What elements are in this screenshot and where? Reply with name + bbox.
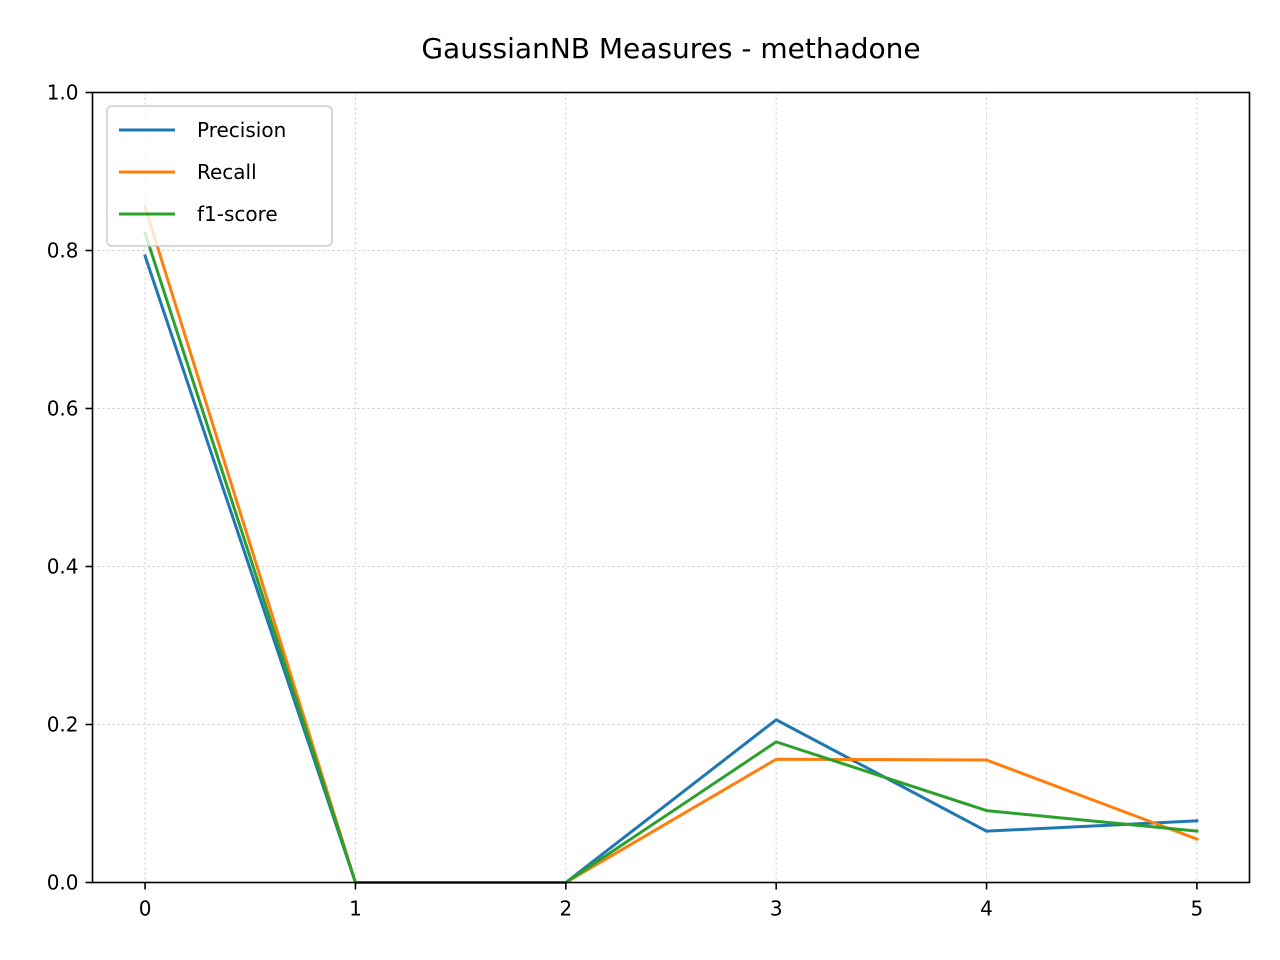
series-line-f1-score	[143, 231, 1199, 884]
legend-box	[106, 105, 333, 247]
x-tick-label: 5	[1191, 897, 1204, 921]
legend-label-recall: Recall	[197, 160, 257, 184]
x-tick-label: 2	[559, 897, 572, 921]
series-lines	[143, 205, 1199, 884]
x-tick-label: 0	[139, 897, 152, 921]
y-tick-label: 0.0	[47, 871, 79, 895]
y-tick-label: 0.2	[47, 713, 79, 737]
y-tick-label: 1.0	[47, 81, 79, 105]
x-tick-label: 4	[980, 897, 993, 921]
y-tick-label: 0.6	[47, 397, 79, 421]
x-tick-label: 3	[770, 897, 783, 921]
x-tick-label: 1	[349, 897, 362, 921]
series-line-recall	[143, 205, 1199, 884]
series-line-precision	[143, 254, 1199, 884]
y-tick-label: 0.8	[47, 239, 79, 263]
legend-label-f1-score: f1-score	[197, 202, 278, 226]
legend-label-precision: Precision	[197, 118, 286, 142]
legend: Precision Recall f1-score	[106, 105, 333, 247]
grid-lines	[92, 92, 1250, 883]
y-tick-label: 0.4	[47, 555, 79, 579]
plot-frame	[91, 91, 1251, 884]
axis-ticks: 0 1 2 3 4 5 0.0 0.2 0.4 0.6 0.8 1.0	[47, 81, 1204, 921]
chart-title: GaussianNB Measures - methadone	[421, 32, 920, 65]
